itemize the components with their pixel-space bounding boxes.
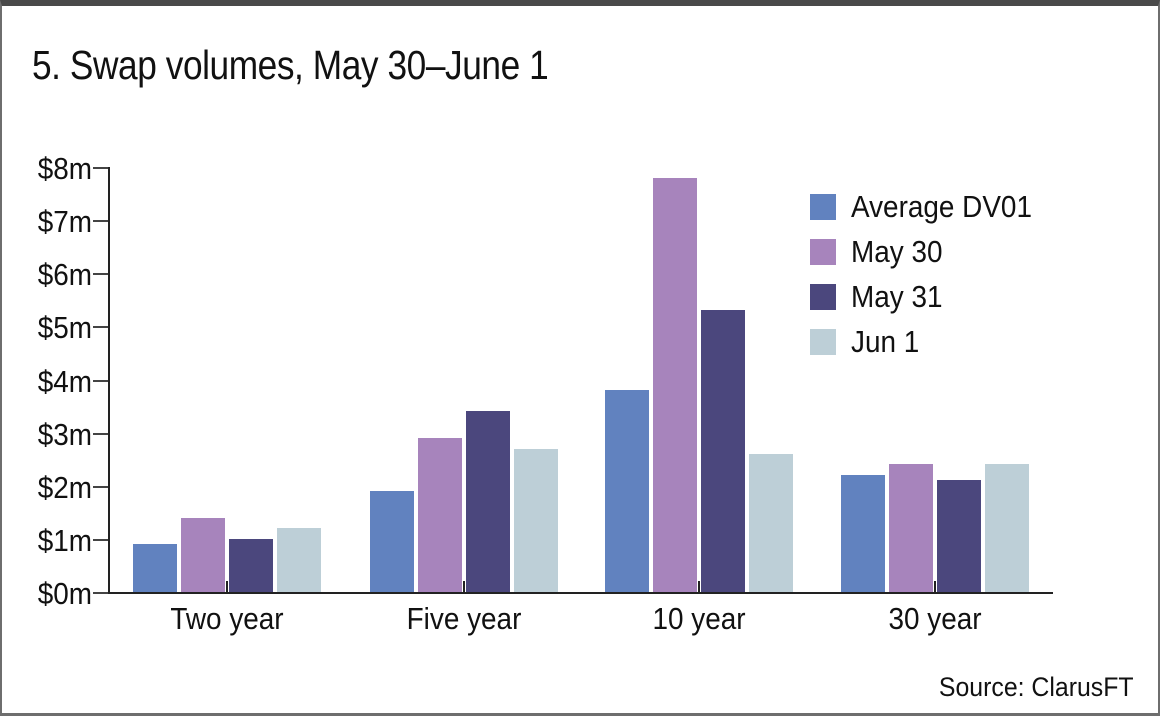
legend-swatch-icon bbox=[810, 329, 836, 355]
bar-jun-1-10-year bbox=[749, 454, 793, 592]
y-tick-label: $2m bbox=[37, 469, 92, 505]
y-axis-tick bbox=[93, 485, 108, 488]
bar-jun-1-two-year bbox=[277, 528, 321, 592]
y-tick-label: $6m bbox=[37, 257, 92, 293]
x-axis-tick bbox=[934, 581, 936, 592]
bar-may-30-two-year bbox=[181, 518, 225, 592]
bar-may-31-10-year bbox=[701, 310, 745, 592]
bar-may-31-30-year bbox=[937, 480, 981, 592]
y-tick-label: $7m bbox=[37, 204, 92, 240]
y-axis bbox=[108, 167, 110, 594]
bar-may-31-five-year bbox=[466, 411, 510, 592]
legend-label: Jun 1 bbox=[851, 324, 920, 359]
y-axis-tick bbox=[93, 273, 108, 276]
y-tick-label: $0m bbox=[37, 576, 92, 611]
y-axis-tick bbox=[93, 592, 108, 594]
category-label: 10 year bbox=[652, 601, 746, 636]
y-tick-label: $4m bbox=[37, 363, 92, 399]
legend-swatch-icon bbox=[810, 284, 836, 310]
legend-label: Average DV01 bbox=[851, 189, 1032, 224]
bar-may-30-30-year bbox=[889, 464, 933, 592]
category-label: 30 year bbox=[888, 601, 982, 636]
bar-jun-1-30-year bbox=[985, 464, 1029, 592]
x-axis-tick bbox=[463, 581, 465, 592]
category-label: Two year bbox=[170, 601, 284, 636]
y-axis-tick bbox=[93, 379, 108, 382]
category-label: Five year bbox=[406, 601, 522, 636]
y-axis-tick bbox=[93, 220, 108, 223]
y-tick-label: $5m bbox=[37, 310, 92, 346]
legend-label: May 31 bbox=[851, 279, 943, 314]
legend-swatch-icon bbox=[810, 194, 836, 220]
plot-area: $0m $1m $2m $3m $4m $5m $6m $7m $8m Two year Five … bbox=[2, 6, 1158, 713]
y-axis-tick bbox=[93, 538, 108, 541]
bar-average-dv01-five-year bbox=[370, 491, 414, 592]
y-tick-label: $1m bbox=[37, 522, 92, 558]
legend-swatch-icon bbox=[810, 239, 836, 265]
bar-may-30-five-year bbox=[418, 438, 462, 592]
bar-may-31-two-year bbox=[229, 539, 273, 592]
x-axis-tick bbox=[698, 581, 700, 592]
source-credit: Source: ClarusFT bbox=[939, 672, 1134, 702]
bar-may-30-10-year bbox=[653, 178, 697, 592]
y-tick-label: $8m bbox=[37, 151, 92, 186]
bar-average-dv01-10-year bbox=[605, 390, 649, 592]
bar-jun-1-five-year bbox=[514, 449, 558, 592]
y-tick-label: $3m bbox=[37, 416, 92, 452]
y-axis-tick bbox=[93, 167, 108, 169]
bar-average-dv01-30-year bbox=[841, 475, 885, 592]
x-axis-tick bbox=[226, 581, 228, 592]
y-axis-tick bbox=[93, 432, 108, 435]
chart-title: 5. Swap volumes, May 30–June 1 bbox=[32, 42, 549, 88]
y-axis-tick bbox=[93, 326, 108, 329]
bar-average-dv01-two-year bbox=[133, 544, 177, 592]
x-axis bbox=[108, 592, 1053, 594]
legend-label: May 30 bbox=[851, 234, 943, 269]
